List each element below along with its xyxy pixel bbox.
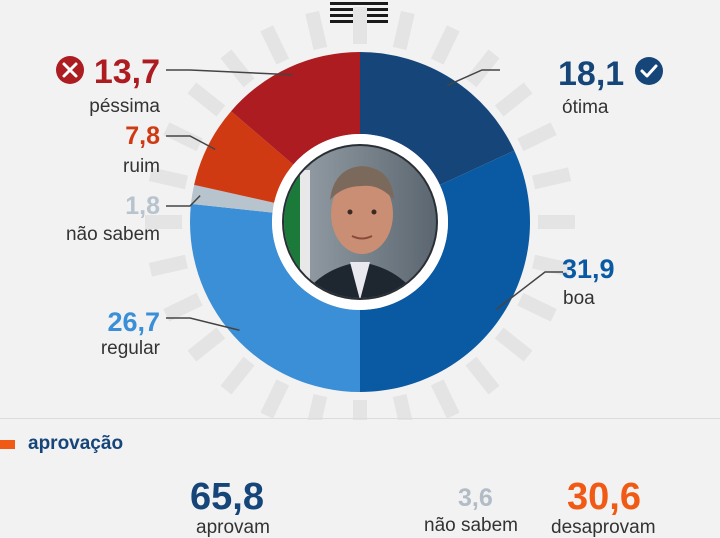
background-ray <box>494 82 533 117</box>
approval-label-nao-sabem: não sabem <box>424 515 519 536</box>
background-ray <box>307 393 328 420</box>
slice-value-pessima: 13,7 <box>93 53 160 91</box>
approval-value-nao-sabem: 3,6 <box>458 484 493 512</box>
background-ray <box>465 49 500 88</box>
approval-label-aprovam: aprovam <box>196 517 270 538</box>
donut-slice <box>190 184 275 213</box>
slice-value-nao-sabem: 1,8 <box>125 192 160 220</box>
background-ray <box>392 393 413 420</box>
approval-label-desaprovam: desaprovam <box>551 517 656 538</box>
leader-line <box>166 317 240 332</box>
slice-value-regular: 26,7 <box>107 307 160 337</box>
background-ray <box>430 379 460 419</box>
background-ray <box>531 254 572 277</box>
background-ray <box>494 327 533 362</box>
background-ray <box>517 122 557 152</box>
section-accent-bar <box>0 440 15 449</box>
slice-value-boa: 31,9 <box>562 254 615 284</box>
slice-label-otima: ótima <box>562 97 609 118</box>
x-circle-icon <box>56 56 84 84</box>
background-ray <box>531 167 572 190</box>
background-rays <box>145 7 575 420</box>
slice-label-ruim: ruim <box>123 156 160 177</box>
section-title: aprovação <box>28 433 124 454</box>
leader-line <box>446 69 500 87</box>
background-ray <box>187 82 226 117</box>
background-ray <box>305 10 328 51</box>
donut-slice <box>194 111 294 203</box>
background-ray <box>187 327 226 362</box>
slice-label-regular: regular <box>100 338 160 359</box>
approval-value-desaprovam: 30,6 <box>567 476 641 518</box>
background-ray <box>517 292 557 322</box>
donut-slice <box>190 203 360 392</box>
slice-value-ruim: 7,8 <box>125 122 160 150</box>
background-ray <box>392 10 415 51</box>
donut-chart <box>56 7 663 420</box>
background-ray <box>430 25 460 65</box>
background-ray <box>260 25 290 65</box>
section-divider <box>0 418 720 419</box>
approval-value-aprovam: 65,8 <box>190 476 264 518</box>
leader-line <box>166 69 293 76</box>
slice-value-otima: 18,1 <box>558 55 625 93</box>
background-ray <box>148 167 189 190</box>
background-ray <box>260 379 290 419</box>
leader-line <box>166 135 216 151</box>
slice-label-pessima: péssima <box>89 96 160 117</box>
donut-slice <box>360 150 530 392</box>
slice-label-boa: boa <box>563 288 595 309</box>
background-ray <box>148 254 189 277</box>
donut-slice <box>360 52 515 186</box>
background-ray <box>163 292 203 322</box>
background-ray <box>220 356 255 395</box>
leader-line <box>496 271 563 310</box>
background-ray <box>220 49 255 88</box>
donut-slice <box>231 52 360 165</box>
portrait-photo <box>272 134 448 310</box>
slice-label-nao-sabem: não sabem <box>65 224 160 245</box>
leader-line <box>166 195 201 207</box>
background-ray <box>465 356 500 395</box>
check-circle-icon <box>635 57 663 85</box>
